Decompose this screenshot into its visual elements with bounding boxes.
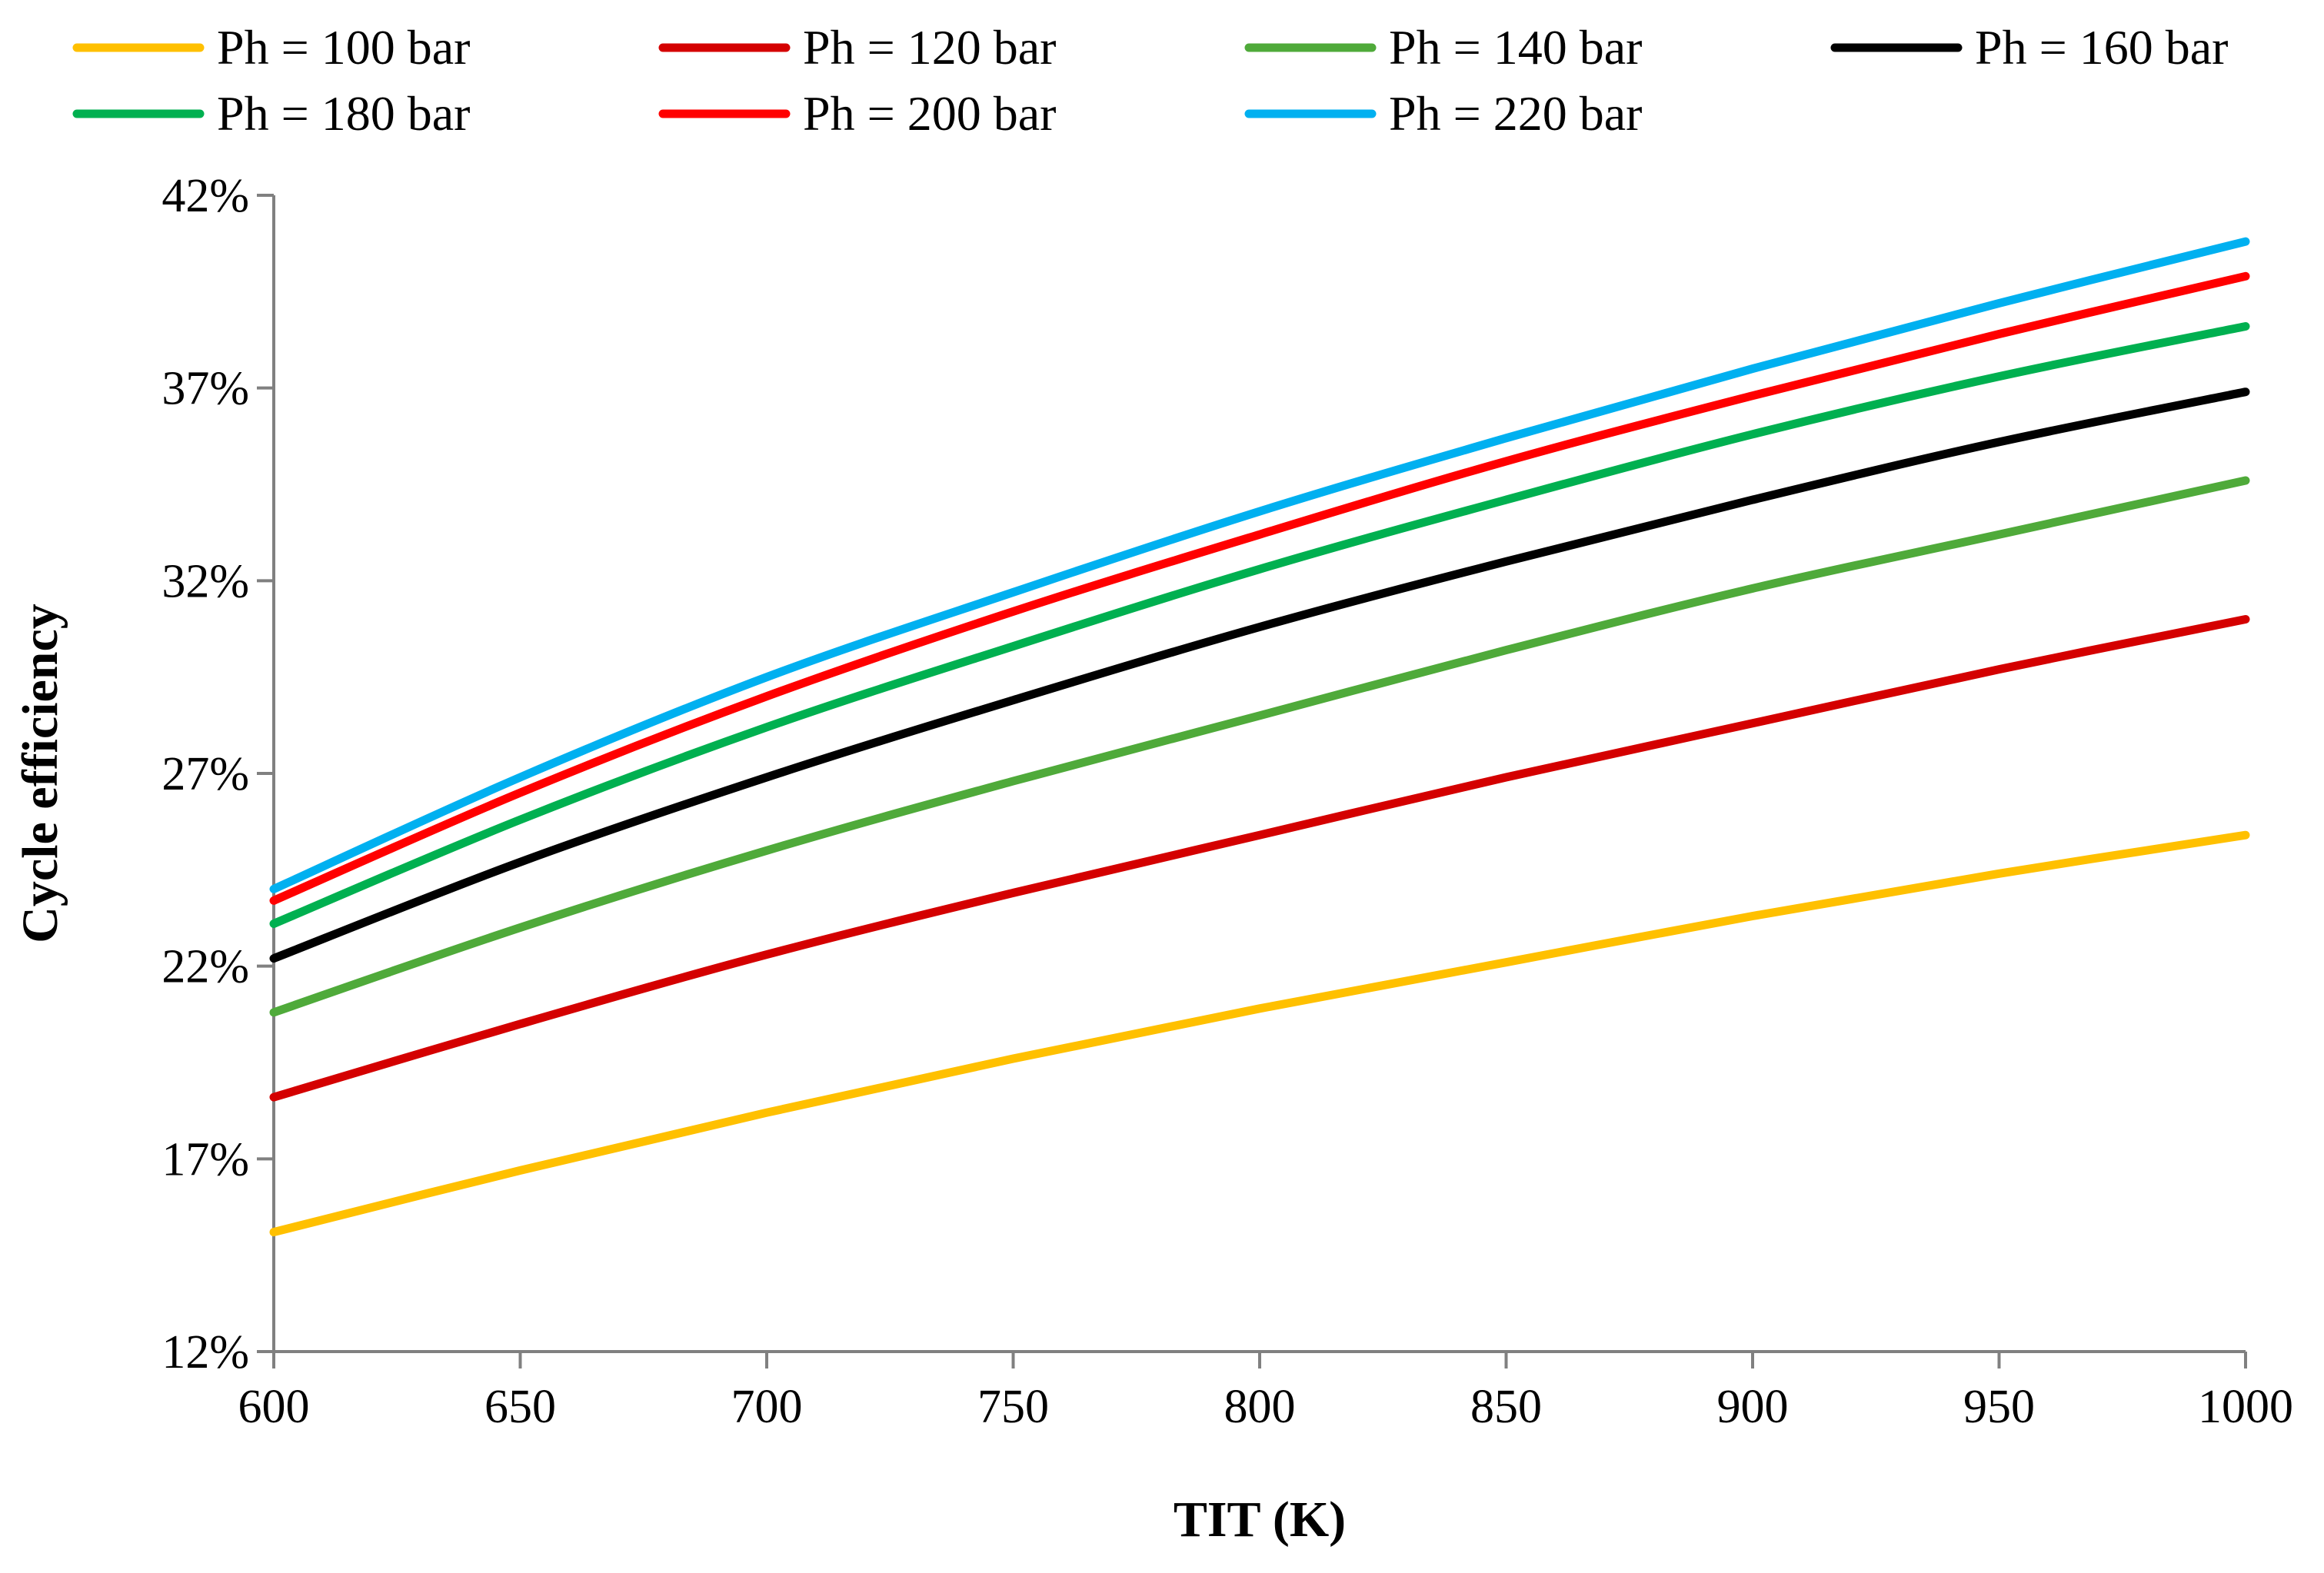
legend-item: Ph = 100 bar <box>72 20 470 75</box>
legend-label: Ph = 120 bar <box>803 20 1056 75</box>
legend-item: Ph = 140 bar <box>1244 20 1642 75</box>
y-tick-label: 37% <box>161 363 249 415</box>
y-tick-label: 22% <box>161 941 249 993</box>
x-tick-label: 600 <box>238 1381 310 1433</box>
y-axis-title: Cycle efficiency <box>12 604 68 943</box>
series-line-160-bar <box>269 387 2250 963</box>
x-tick-label: 700 <box>731 1381 803 1433</box>
x-axis-ticks: 600 650 700 750 800 850 900 950 1000 <box>238 1352 2293 1433</box>
y-tick-label: 27% <box>161 748 249 800</box>
y-axis-ticks: 12% 17% 22% 27% 32% 37% 42% <box>161 170 274 1378</box>
x-axis-title: TIT (K) <box>1174 1492 1346 1548</box>
legend-label: Ph = 100 bar <box>217 20 470 75</box>
x-tick-label: 800 <box>1224 1381 1296 1433</box>
legend-label: Ph = 220 bar <box>1389 86 1642 141</box>
series-line-220-bar <box>269 237 2250 893</box>
x-tick-label: 650 <box>484 1381 556 1433</box>
legend-label: Ph = 200 bar <box>803 86 1056 141</box>
y-tick-label: 12% <box>161 1326 249 1378</box>
legend-item: Ph = 200 bar <box>658 86 1056 141</box>
series-line-100-bar <box>269 830 2250 1237</box>
legend-item: Ph = 180 bar <box>72 86 470 141</box>
x-tick-label: 750 <box>977 1381 1049 1433</box>
legend-label: Ph = 140 bar <box>1389 20 1642 75</box>
series-line-200-bar <box>269 271 2250 905</box>
legend-item: Ph = 160 bar <box>1830 20 2228 75</box>
data-series <box>269 237 2250 1237</box>
x-tick-label: 1000 <box>2198 1381 2293 1433</box>
series-line-180-bar <box>269 322 2250 928</box>
x-tick-label: 900 <box>1717 1381 1789 1433</box>
legend-item: Ph = 120 bar <box>658 20 1056 75</box>
y-tick-label: 17% <box>161 1133 249 1186</box>
x-tick-label: 950 <box>1963 1381 2035 1433</box>
series-line-140-bar <box>269 476 2250 1017</box>
chart-legend: Ph = 100 bar Ph = 120 bar Ph = 140 bar Ph =… <box>72 20 2228 141</box>
legend-label: Ph = 180 bar <box>217 86 470 141</box>
y-tick-label: 42% <box>161 170 249 222</box>
legend-label: Ph = 160 bar <box>1975 20 2228 75</box>
x-tick-label: 850 <box>1470 1381 1542 1433</box>
y-tick-label: 32% <box>161 555 249 607</box>
chart-axes: 12% 17% 22% 27% 32% 37% 42% 600 650 700 750 800 850… <box>161 170 2293 1433</box>
legend-item: Ph = 220 bar <box>1244 86 1642 141</box>
series-line-120-bar <box>269 615 2250 1102</box>
